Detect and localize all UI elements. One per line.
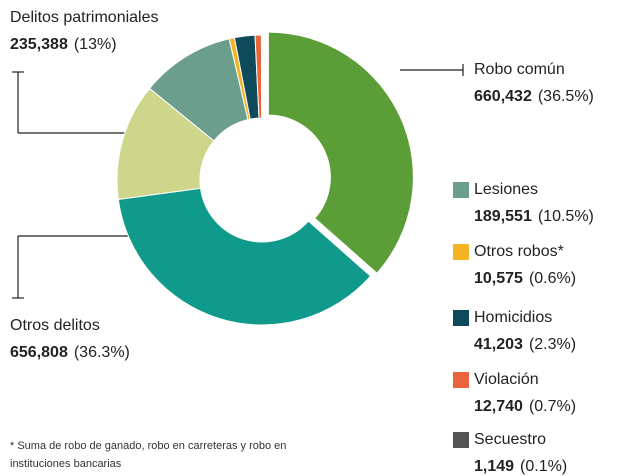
legend-label: Otros robos* (474, 243, 564, 260)
legend-swatch (453, 310, 469, 326)
value-label: 41,203 (474, 336, 523, 353)
percent-label: (10.5%) (538, 208, 594, 225)
value-label: 10,575 (474, 270, 523, 287)
legend-swatch (453, 244, 469, 260)
donut-slice (267, 31, 414, 274)
value-label: 235,388 (10, 36, 68, 53)
legend-label: Lesiones (474, 181, 538, 198)
percent-label: (36.5%) (538, 88, 594, 105)
percent-label: (0.7%) (529, 398, 576, 415)
legend-swatch (453, 372, 469, 388)
slice-label: Otros delitos (10, 317, 100, 334)
value-label: 12,740 (474, 398, 523, 415)
percent-label: (36.3%) (74, 344, 130, 361)
legend-label: Secuestro (474, 431, 546, 448)
footnote: * Suma de robo de ganado, robo en carret… (10, 440, 286, 470)
legend-swatch (453, 432, 469, 448)
value-label: 1,149 (474, 458, 514, 475)
donut-slice (260, 34, 263, 119)
percent-label: (2.3%) (529, 336, 576, 353)
percent-label: (0.1%) (520, 458, 567, 475)
donut-slice (117, 187, 372, 326)
slice-label: Delitos patrimoniales (10, 9, 159, 26)
value-label: 660,432 (474, 88, 532, 105)
legend-label: Homicidios (474, 309, 552, 326)
value-label: 189,551 (474, 208, 532, 225)
legend-swatch (453, 182, 469, 198)
percent-label: (0.6%) (529, 270, 576, 287)
slice-label: Robo común (474, 61, 565, 78)
value-label: 656,808 (10, 344, 68, 361)
legend-label: Violación (474, 371, 539, 388)
percent-label: (13%) (74, 36, 117, 53)
